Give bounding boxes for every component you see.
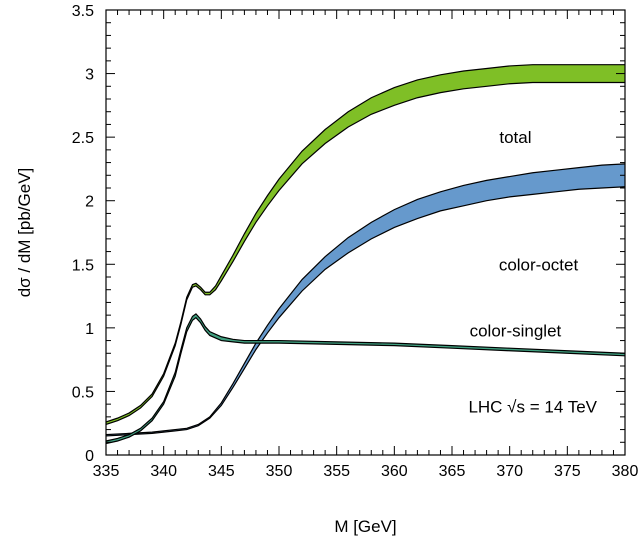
band-fill-total bbox=[106, 64, 625, 425]
x-axis-label: M [GeV] bbox=[334, 517, 396, 536]
band-total bbox=[105, 64, 625, 426]
y-tick-label: 0 bbox=[85, 448, 94, 465]
x-tick-label: 360 bbox=[381, 463, 408, 480]
annotation-label: color-singlet bbox=[470, 321, 562, 340]
band-upper-total bbox=[105, 64, 625, 423]
y-tick-label: 2 bbox=[85, 194, 94, 211]
y-tick-label: 1 bbox=[85, 321, 94, 338]
band-lower-color-singlet bbox=[105, 316, 626, 445]
plot-frame bbox=[105, 9, 626, 456]
x-tick-label: 335 bbox=[93, 463, 120, 480]
y-tick-label: 3 bbox=[85, 67, 94, 84]
y-tick-label: 0.5 bbox=[72, 384, 94, 401]
annotation-label: color-octet bbox=[499, 255, 579, 274]
x-tick-label: 340 bbox=[150, 463, 177, 480]
band-lower-color-octet bbox=[105, 186, 626, 437]
y-tick-labels: 0 0.5 1 1.5 2 2.5 3 3.5 bbox=[72, 3, 94, 465]
band-fill-color-octet bbox=[106, 163, 625, 436]
band-color-singlet bbox=[105, 313, 626, 445]
band-color-octet bbox=[105, 163, 626, 437]
annotation-label: total bbox=[499, 128, 531, 147]
x-tick-label: 355 bbox=[323, 463, 350, 480]
annotations: total color-octet color-singlet LHC √s = 14… bbox=[468, 128, 597, 417]
y-tick-label: 3.5 bbox=[72, 3, 94, 20]
series-bands bbox=[105, 64, 626, 445]
band-lower-total bbox=[105, 81, 625, 426]
band-upper-color-singlet bbox=[105, 313, 626, 442]
x-tick-label: 345 bbox=[208, 463, 235, 480]
x-tick-label: 370 bbox=[496, 463, 523, 480]
x-tick-label: 350 bbox=[266, 463, 293, 480]
x-tick-label: 365 bbox=[439, 463, 466, 480]
axis-ticks bbox=[105, 9, 626, 456]
x-tick-label: 380 bbox=[612, 463, 639, 480]
x-tick-label: 375 bbox=[554, 463, 581, 480]
y-tick-label: 2.5 bbox=[72, 130, 94, 147]
y-tick-label: 1.5 bbox=[72, 257, 94, 274]
annotation-label: LHC √s = 14 TeV bbox=[468, 398, 597, 417]
band-upper-color-octet bbox=[105, 163, 626, 436]
y-axis-label: dσ / dM [pb/GeV] bbox=[15, 168, 34, 298]
x-tick-labels: 335 340 345 350 355 360 365 370 375 380 bbox=[93, 463, 639, 480]
